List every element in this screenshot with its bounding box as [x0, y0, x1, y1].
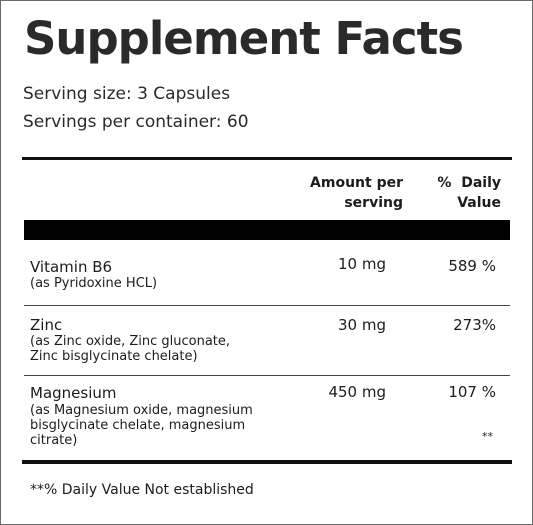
amount-per-serving-header: Amount per serving — [290, 173, 403, 213]
header-black-bar — [24, 220, 510, 240]
row-divider — [24, 375, 510, 376]
nutrient-amount: 10 mg — [338, 255, 386, 273]
nutrient-detail-line: citrate) — [30, 433, 78, 448]
daily-value-header: % Daily Value — [410, 173, 501, 213]
serving-size: Serving size: 3 Capsules — [23, 84, 231, 104]
nutrient-amount: 30 mg — [338, 316, 386, 334]
nutrient-detail-line: (as Magnesium oxide, magnesium — [30, 403, 253, 418]
nutrient-detail-line: (as Zinc oxide, Zinc gluconate, — [30, 334, 231, 349]
bottom-thick-rule — [22, 460, 512, 464]
not-established-marker: ** — [482, 430, 493, 443]
panel-title: Supplement Facts — [24, 12, 464, 65]
nutrient-amount: 450 mg — [328, 383, 386, 401]
amount-header-line1: Amount per — [310, 175, 403, 191]
footnote: **% Daily Value Not established — [30, 482, 254, 498]
nutrient-name: Zinc — [30, 316, 63, 334]
dv-header-line1: % Daily — [437, 175, 501, 191]
nutrient-daily-value: 273% — [453, 316, 496, 334]
dv-header-line2: Value — [457, 195, 501, 211]
nutrient-name: Vitamin B6 — [30, 258, 113, 276]
top-thick-rule — [22, 157, 512, 160]
amount-header-line2: serving — [344, 195, 403, 211]
nutrient-daily-value: 107 % — [448, 383, 496, 401]
nutrient-name: Magnesium — [30, 384, 117, 402]
servings-per-container: Servings per container: 60 — [23, 112, 249, 132]
nutrient-detail-line: Zinc bisglycinate chelate) — [30, 349, 198, 364]
nutrient-detail-line: bisglycinate chelate, magnesium — [30, 418, 246, 433]
nutrient-daily-value: 589 % — [448, 257, 496, 275]
row-divider — [24, 305, 510, 306]
nutrient-detail-line: (as Pyridoxine HCL) — [30, 276, 158, 291]
